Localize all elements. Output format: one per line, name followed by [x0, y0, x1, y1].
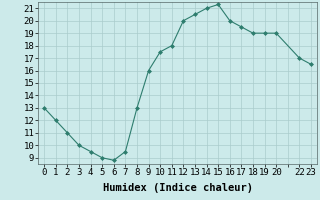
X-axis label: Humidex (Indice chaleur): Humidex (Indice chaleur): [103, 183, 252, 193]
